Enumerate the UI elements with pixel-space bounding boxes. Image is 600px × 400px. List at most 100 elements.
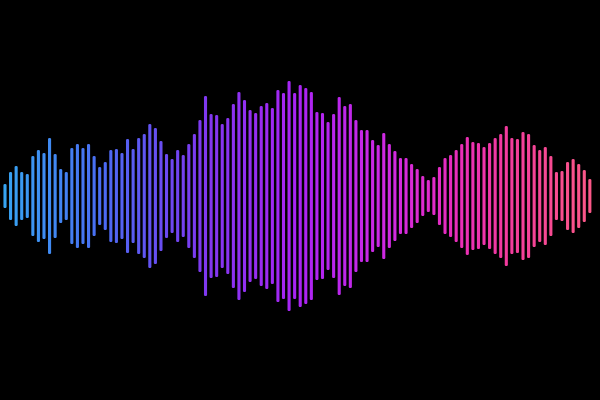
waveform-bar <box>137 138 141 254</box>
waveform-bar <box>471 142 475 250</box>
waveform-bar <box>348 104 352 288</box>
waveform-bar <box>276 90 280 302</box>
waveform-bar <box>320 113 325 279</box>
waveform-bar <box>31 156 35 236</box>
waveform-bar <box>131 149 135 243</box>
waveform-bar <box>148 124 152 268</box>
waveform-bar <box>125 139 130 253</box>
waveform-bar <box>64 172 68 220</box>
waveform-bar <box>14 166 18 226</box>
waveform-bar <box>181 155 185 237</box>
waveform-bar <box>465 137 469 255</box>
waveform-bar <box>254 113 258 279</box>
waveform-bar <box>460 144 464 248</box>
waveform-bar <box>209 114 213 278</box>
waveform-bar <box>114 149 118 243</box>
waveform-bar <box>488 143 492 249</box>
waveform-bar <box>59 169 63 223</box>
waveform-bar <box>259 106 263 286</box>
waveform-bar <box>571 159 575 233</box>
waveform-bar <box>532 145 536 247</box>
waveform-bar <box>443 158 447 234</box>
waveform-bar <box>354 120 358 272</box>
waveform-bar <box>510 138 514 254</box>
waveform-bar <box>315 112 319 280</box>
waveform-bar <box>371 140 375 252</box>
waveform-bar <box>382 133 386 259</box>
waveform-bar <box>298 85 302 307</box>
waveform-bar <box>543 147 547 245</box>
waveform-bar <box>499 134 503 258</box>
waveform-bar <box>81 148 85 244</box>
waveform-bar <box>393 151 397 241</box>
waveform-bar <box>404 158 408 234</box>
waveform-bar <box>3 184 7 208</box>
waveform-bar <box>215 115 219 277</box>
waveform-bar <box>515 139 519 253</box>
waveform-bar <box>176 150 180 242</box>
waveform-bar <box>454 150 458 242</box>
waveform-bar <box>376 145 380 247</box>
waveform-bar <box>449 155 453 237</box>
waveform-bar <box>36 150 40 242</box>
waveform-bar <box>103 162 107 230</box>
waveform-bar <box>281 93 286 299</box>
waveform-bar <box>410 164 414 228</box>
waveform-bar <box>242 100 247 292</box>
waveform-bar <box>326 122 330 270</box>
waveform-bar <box>270 108 274 284</box>
waveform-bar <box>332 114 336 278</box>
waveform-bar <box>566 162 570 230</box>
waveform-bar <box>304 88 308 304</box>
waveform-bar <box>9 172 13 220</box>
waveform-bar <box>142 134 146 258</box>
waveform-bar <box>164 154 169 238</box>
waveform-bar <box>432 177 436 215</box>
waveform-bar <box>504 126 508 266</box>
waveform-bar <box>226 118 230 274</box>
waveform-bar <box>187 144 191 248</box>
waveform-bar <box>248 110 252 282</box>
waveform-bar <box>159 141 163 251</box>
waveform-bar <box>198 120 202 272</box>
waveform-bar <box>398 158 403 234</box>
waveform-bar <box>549 156 553 236</box>
waveform-bar <box>493 138 497 254</box>
waveform-bar <box>527 134 531 258</box>
waveform-bar <box>20 172 24 220</box>
waveform-bar <box>437 167 442 225</box>
waveform-bar <box>109 150 113 242</box>
waveform-bar <box>387 144 391 248</box>
waveform-bar <box>582 170 586 222</box>
waveform-bar <box>265 103 269 289</box>
waveform-bar <box>48 138 52 254</box>
waveform-bar <box>170 159 174 233</box>
waveform-bar <box>554 172 558 220</box>
waveform-bar <box>153 128 157 264</box>
waveform-bar <box>337 97 341 295</box>
waveform-bar <box>220 124 224 268</box>
waveform-bar <box>237 92 241 300</box>
waveform-bar <box>309 92 313 300</box>
waveform-bar <box>293 93 297 299</box>
waveform-bar <box>426 180 430 212</box>
waveform-bar <box>577 164 581 228</box>
waveform-bar <box>538 150 542 242</box>
waveform-bar <box>521 132 525 260</box>
waveform-bar <box>87 144 91 248</box>
waveform-bar <box>476 143 480 249</box>
waveform-bar <box>42 153 46 239</box>
waveform-bar <box>70 148 74 244</box>
waveform-bar <box>75 144 79 248</box>
waveform-bar <box>231 104 235 288</box>
waveform-bar <box>53 154 57 238</box>
waveform-bar <box>365 130 369 262</box>
waveform-bar <box>421 176 425 216</box>
waveform-bar <box>192 134 196 258</box>
waveform-bar <box>482 147 486 245</box>
waveform-bar <box>120 153 124 239</box>
waveform-bar <box>415 169 419 223</box>
waveform-bar <box>359 130 364 262</box>
